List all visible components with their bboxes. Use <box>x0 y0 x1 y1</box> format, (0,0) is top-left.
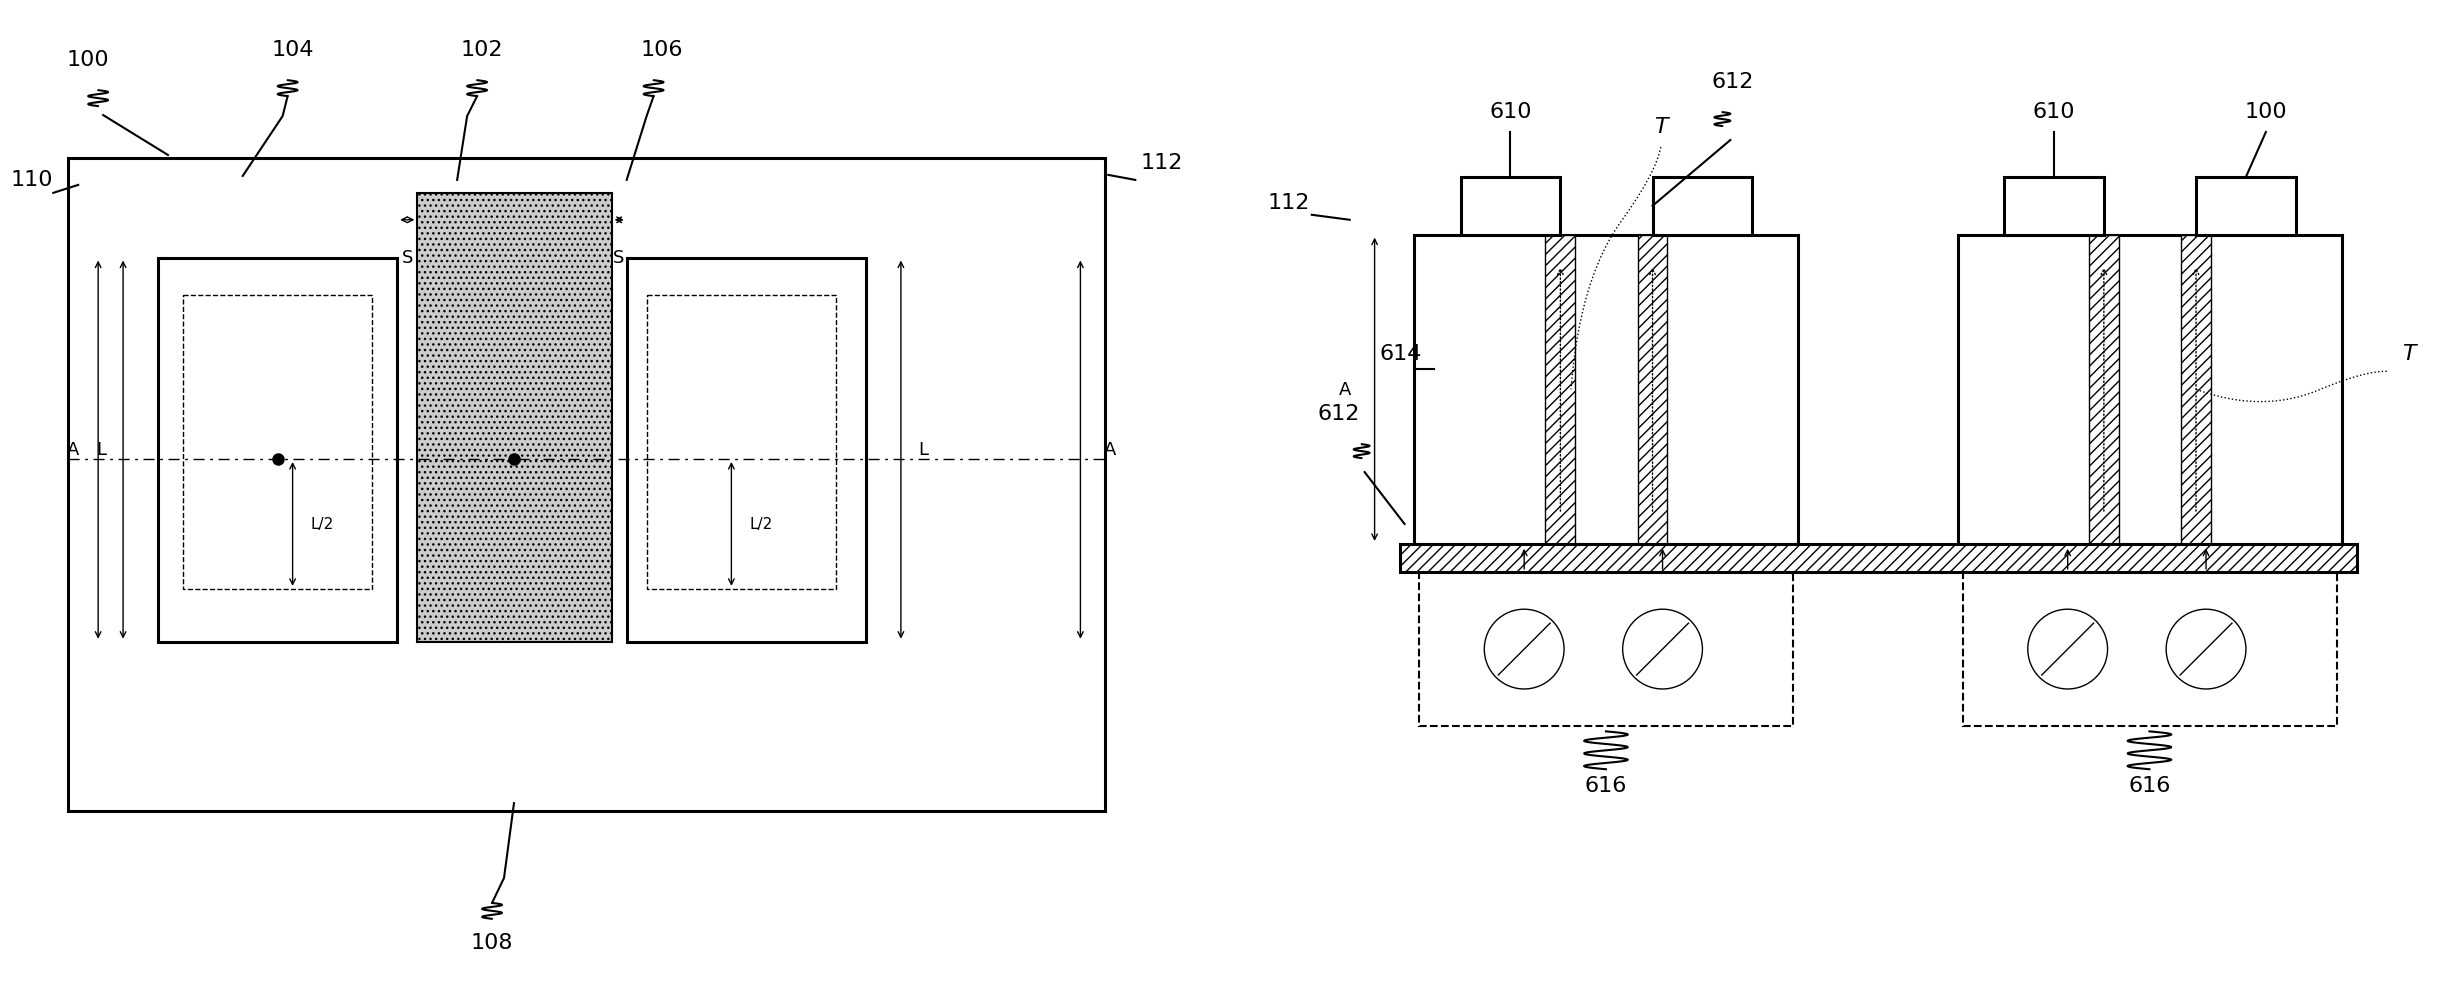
Bar <box>1653 177 1752 235</box>
Text: 104: 104 <box>271 40 315 60</box>
Text: L/2: L/2 <box>310 517 335 532</box>
Text: 112: 112 <box>1267 192 1309 212</box>
Bar <box>69 158 1105 812</box>
Bar <box>157 259 399 642</box>
Text: S: S <box>613 248 625 267</box>
Bar <box>1638 235 1668 544</box>
Text: 110: 110 <box>10 169 52 189</box>
Bar <box>1958 235 2342 544</box>
Bar <box>2005 177 2103 235</box>
Text: 100: 100 <box>2244 102 2288 122</box>
Text: 616: 616 <box>1584 776 1626 796</box>
Text: A: A <box>1105 441 1117 459</box>
Bar <box>1414 235 1798 544</box>
Bar <box>2197 177 2295 235</box>
Bar <box>1461 177 1560 235</box>
Text: 102: 102 <box>460 40 504 60</box>
Text: 106: 106 <box>640 40 684 60</box>
Text: 100: 100 <box>66 50 111 70</box>
Text: 610: 610 <box>1488 102 1533 122</box>
Circle shape <box>1624 609 1702 689</box>
Text: 616: 616 <box>2128 776 2170 796</box>
Circle shape <box>1483 609 1565 689</box>
Text: T: T <box>1653 117 1668 137</box>
Bar <box>1400 544 2357 572</box>
Text: 612: 612 <box>1712 72 1754 92</box>
Text: 612: 612 <box>1316 404 1360 424</box>
Text: 108: 108 <box>470 932 514 952</box>
Bar <box>418 193 613 642</box>
Text: S: S <box>401 248 413 267</box>
Text: A: A <box>66 441 79 459</box>
Text: L/2: L/2 <box>750 517 772 532</box>
Text: A: A <box>1338 381 1351 399</box>
Bar <box>2089 235 2118 544</box>
Bar <box>647 296 836 589</box>
Text: T: T <box>2401 344 2416 364</box>
Bar <box>2182 235 2212 544</box>
Bar <box>1419 572 1793 726</box>
Text: 610: 610 <box>2032 102 2076 122</box>
Bar <box>627 259 866 642</box>
Circle shape <box>2167 609 2246 689</box>
Text: L: L <box>918 441 927 459</box>
Bar <box>182 296 371 589</box>
Bar <box>1963 572 2337 726</box>
Text: 112: 112 <box>1141 152 1183 172</box>
Text: L: L <box>96 441 106 459</box>
Bar <box>1545 235 1574 544</box>
Text: 614: 614 <box>1380 344 1422 364</box>
Circle shape <box>2027 609 2108 689</box>
